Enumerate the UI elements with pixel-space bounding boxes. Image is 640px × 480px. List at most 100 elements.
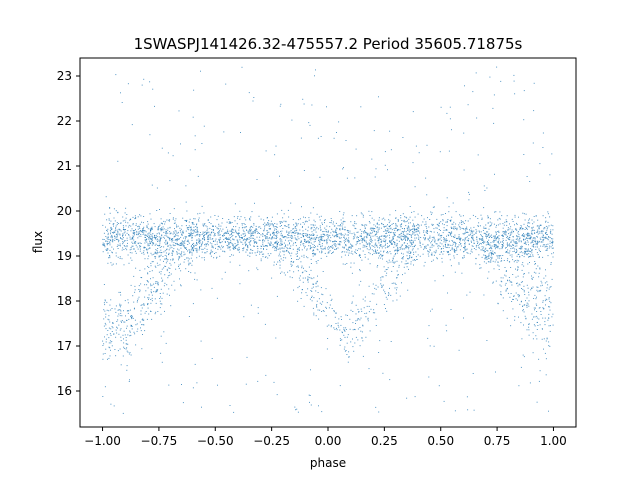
data-point [338, 121, 340, 123]
data-point [351, 233, 353, 235]
data-point [404, 237, 406, 239]
data-point [515, 298, 517, 300]
data-point [174, 244, 176, 246]
data-point [531, 313, 533, 315]
data-point [185, 230, 187, 232]
data-point [293, 242, 295, 244]
data-point [276, 223, 278, 225]
data-point [335, 227, 337, 229]
data-point [241, 224, 243, 226]
data-point [521, 300, 522, 302]
data-point [394, 244, 396, 246]
data-point [312, 283, 314, 285]
data-point [297, 287, 299, 289]
data-point [399, 224, 401, 226]
data-point [247, 245, 248, 247]
data-point [368, 234, 370, 236]
data-point [144, 234, 146, 236]
data-point [260, 234, 262, 236]
y-tick-label: 21 [57, 159, 72, 173]
data-point [345, 140, 347, 141]
data-point [105, 348, 107, 350]
data-point [249, 244, 251, 246]
data-point [360, 308, 362, 310]
data-point [147, 223, 149, 225]
data-point [326, 255, 328, 257]
data-point [105, 338, 107, 340]
data-point [202, 241, 204, 243]
data-point [167, 275, 169, 277]
data-point [496, 255, 498, 257]
data-point [144, 312, 146, 314]
data-point [442, 275, 444, 277]
data-point [321, 240, 323, 241]
data-point [389, 242, 391, 243]
data-point [244, 226, 246, 228]
data-point [427, 238, 429, 240]
data-point [134, 250, 136, 252]
data-point [291, 258, 292, 259]
data-point [124, 240, 126, 242]
data-point [390, 253, 392, 255]
data-point [309, 395, 311, 396]
data-point [475, 258, 477, 260]
data-point [536, 296, 537, 298]
data-point [441, 261, 443, 263]
data-point [198, 242, 200, 244]
data-point [125, 225, 127, 227]
data-point [471, 229, 473, 231]
data-point [142, 319, 144, 321]
data-point [483, 232, 485, 234]
data-point [287, 240, 289, 242]
data-point [362, 214, 364, 216]
data-point [132, 224, 134, 226]
data-point [350, 246, 352, 248]
data-point [240, 241, 242, 243]
data-point [243, 248, 245, 250]
data-point [331, 298, 333, 300]
data-point [136, 232, 138, 234]
data-point [527, 235, 529, 237]
data-point [490, 235, 491, 237]
data-point [139, 269, 141, 271]
data-point [233, 226, 234, 228]
data-point [529, 254, 531, 256]
data-point [443, 400, 445, 402]
data-point [396, 260, 398, 262]
data-point [130, 334, 132, 336]
data-point [479, 239, 481, 241]
data-point [237, 239, 239, 241]
data-point [437, 232, 438, 234]
data-point [155, 291, 157, 293]
data-point [338, 318, 340, 320]
data-point [526, 304, 528, 306]
data-point [406, 251, 408, 253]
data-point [198, 219, 199, 221]
data-point [394, 287, 396, 289]
data-point [233, 216, 235, 218]
data-point [137, 226, 139, 228]
data-point [227, 241, 229, 243]
data-point [125, 247, 127, 249]
data-point [497, 261, 499, 263]
data-point [144, 236, 146, 238]
data-point [172, 217, 174, 219]
data-point [318, 318, 320, 320]
data-point [324, 246, 326, 248]
data-point [200, 239, 202, 241]
data-point [524, 273, 525, 275]
data-point [378, 219, 380, 221]
data-point [465, 228, 467, 230]
data-point [194, 278, 196, 280]
data-point [273, 261, 275, 263]
data-point [315, 238, 317, 240]
data-point [476, 230, 478, 232]
data-point [534, 309, 535, 311]
data-point [364, 230, 366, 231]
data-point [526, 228, 527, 229]
data-point [222, 235, 223, 237]
data-point [171, 252, 173, 254]
data-point [339, 229, 341, 231]
data-point [311, 300, 313, 302]
data-point [378, 238, 380, 240]
